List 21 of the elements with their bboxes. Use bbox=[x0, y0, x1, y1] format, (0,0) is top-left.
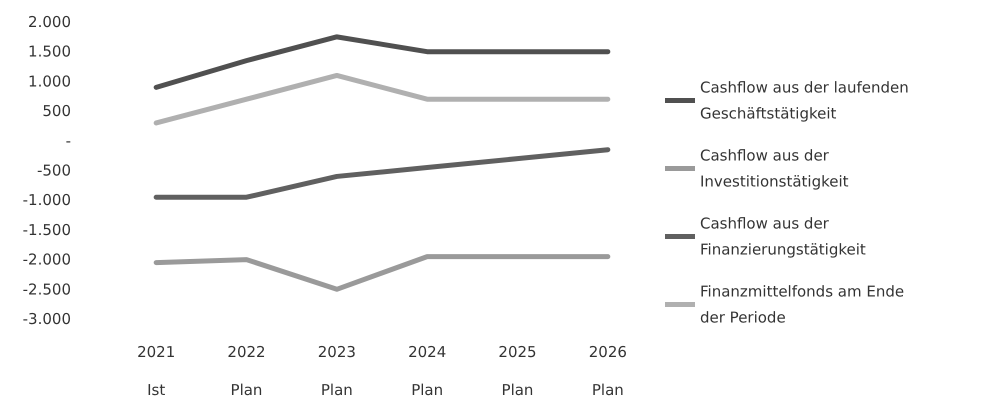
y-tick-label: -500 bbox=[36, 162, 71, 180]
legend-label: Cashflow aus der Investitionstätigkeit bbox=[700, 146, 849, 190]
legend-label: Cashflow aus der laufenden Geschäftstätigkeit bbox=[700, 78, 914, 122]
y-tick-label: 2.000 bbox=[28, 13, 71, 31]
category-label: 2023 Plan bbox=[318, 343, 356, 399]
y-tick-label: - bbox=[66, 132, 71, 150]
legend-label: Cashflow aus der Finanzierungstätigkeit bbox=[700, 214, 866, 258]
category-label: 2025 Plan bbox=[498, 343, 537, 399]
y-tick-label: -3.000 bbox=[22, 310, 71, 328]
y-tick-label: 1.000 bbox=[28, 72, 71, 90]
legend-label: Finanzmittelfonds am Ende der Periode bbox=[700, 282, 909, 326]
category-label: 2021 Ist bbox=[137, 343, 176, 399]
y-tick-label: -2.000 bbox=[22, 250, 71, 269]
y-tick-label: -1.000 bbox=[22, 191, 71, 210]
category-label: 2026 Plan bbox=[588, 343, 627, 399]
category-label: 2024 Plan bbox=[408, 343, 446, 399]
y-tick-label: -2.500 bbox=[22, 280, 71, 298]
y-tick-label: -1.500 bbox=[22, 220, 71, 239]
y-tick-label: 1.500 bbox=[28, 42, 71, 61]
y-tick-label: 500 bbox=[42, 102, 71, 120]
category-label: 2022 Plan bbox=[227, 343, 266, 399]
